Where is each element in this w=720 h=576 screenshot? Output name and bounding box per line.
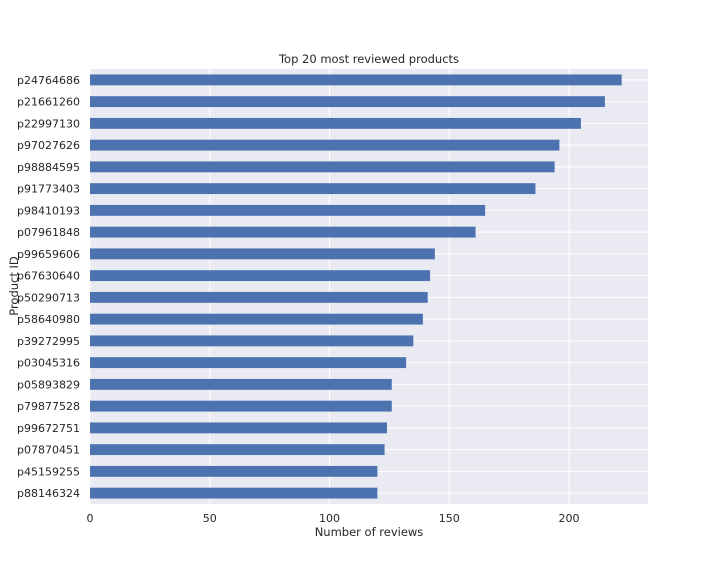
chart-title: Top 20 most reviewed products bbox=[278, 52, 459, 66]
x-tick-labels: 0 50 100 150 200 bbox=[87, 512, 580, 525]
y-tick-label: p03045316 bbox=[17, 357, 80, 370]
bar-p50290713 bbox=[90, 291, 428, 303]
y-tick-label: p45159255 bbox=[17, 465, 80, 478]
bar-p45159255 bbox=[90, 465, 378, 477]
y-tick-label: p79877528 bbox=[17, 400, 80, 413]
bar-p91773403 bbox=[90, 183, 536, 195]
y-axis-label: Product ID bbox=[7, 256, 21, 316]
x-tick-label: 0 bbox=[87, 512, 94, 525]
bar-p03045316 bbox=[90, 357, 407, 369]
bar-p39272995 bbox=[90, 335, 414, 347]
y-tick-label: p98410193 bbox=[17, 204, 80, 217]
bar-p21661260 bbox=[90, 96, 605, 108]
bar-p07961848 bbox=[90, 226, 476, 238]
bar-p67630640 bbox=[90, 270, 431, 282]
y-tick-label: p22997130 bbox=[17, 117, 80, 130]
y-tick-label: p97027626 bbox=[17, 139, 80, 152]
y-tick-label: p67630640 bbox=[17, 270, 80, 283]
x-tick-label: 100 bbox=[319, 512, 340, 525]
y-tick-label: p91773403 bbox=[17, 183, 80, 196]
y-tick-label: p24764686 bbox=[17, 74, 80, 87]
plot-area bbox=[90, 69, 648, 504]
bar-p58640980 bbox=[90, 313, 423, 325]
y-tick-label: p05893829 bbox=[17, 378, 80, 391]
y-tick-label: p50290713 bbox=[17, 291, 80, 304]
bars bbox=[90, 74, 622, 499]
bar-p97027626 bbox=[90, 139, 560, 151]
bar-p24764686 bbox=[90, 74, 622, 86]
x-tick-label: 50 bbox=[203, 512, 217, 525]
bar-p98884595 bbox=[90, 161, 555, 173]
bar-p05893829 bbox=[90, 378, 392, 390]
y-tick-labels: p24764686 p21661260 p22997130 p97027626 p988… bbox=[17, 74, 80, 500]
bar-p07870451 bbox=[90, 444, 385, 456]
y-tick-label: p07961848 bbox=[17, 226, 80, 239]
bar-p99659606 bbox=[90, 248, 435, 260]
bar-p99672751 bbox=[90, 422, 387, 434]
bar-p22997130 bbox=[90, 117, 581, 129]
y-tick-label: p88146324 bbox=[17, 487, 80, 500]
bar-p88146324 bbox=[90, 487, 378, 499]
x-tick-label: 200 bbox=[558, 512, 579, 525]
y-tick-label: p99659606 bbox=[17, 248, 80, 261]
x-tick-label: 150 bbox=[439, 512, 460, 525]
y-tick-label: p99672751 bbox=[17, 422, 80, 435]
y-tick-label: p07870451 bbox=[17, 444, 80, 457]
y-tick-label: p39272995 bbox=[17, 335, 80, 348]
bar-p79877528 bbox=[90, 400, 392, 412]
y-tick-label: p58640980 bbox=[17, 313, 80, 326]
bar-p98410193 bbox=[90, 204, 486, 216]
x-axis-label: Number of reviews bbox=[315, 525, 424, 539]
y-tick-label: p21661260 bbox=[17, 96, 80, 109]
y-tick-label: p98884595 bbox=[17, 161, 80, 174]
